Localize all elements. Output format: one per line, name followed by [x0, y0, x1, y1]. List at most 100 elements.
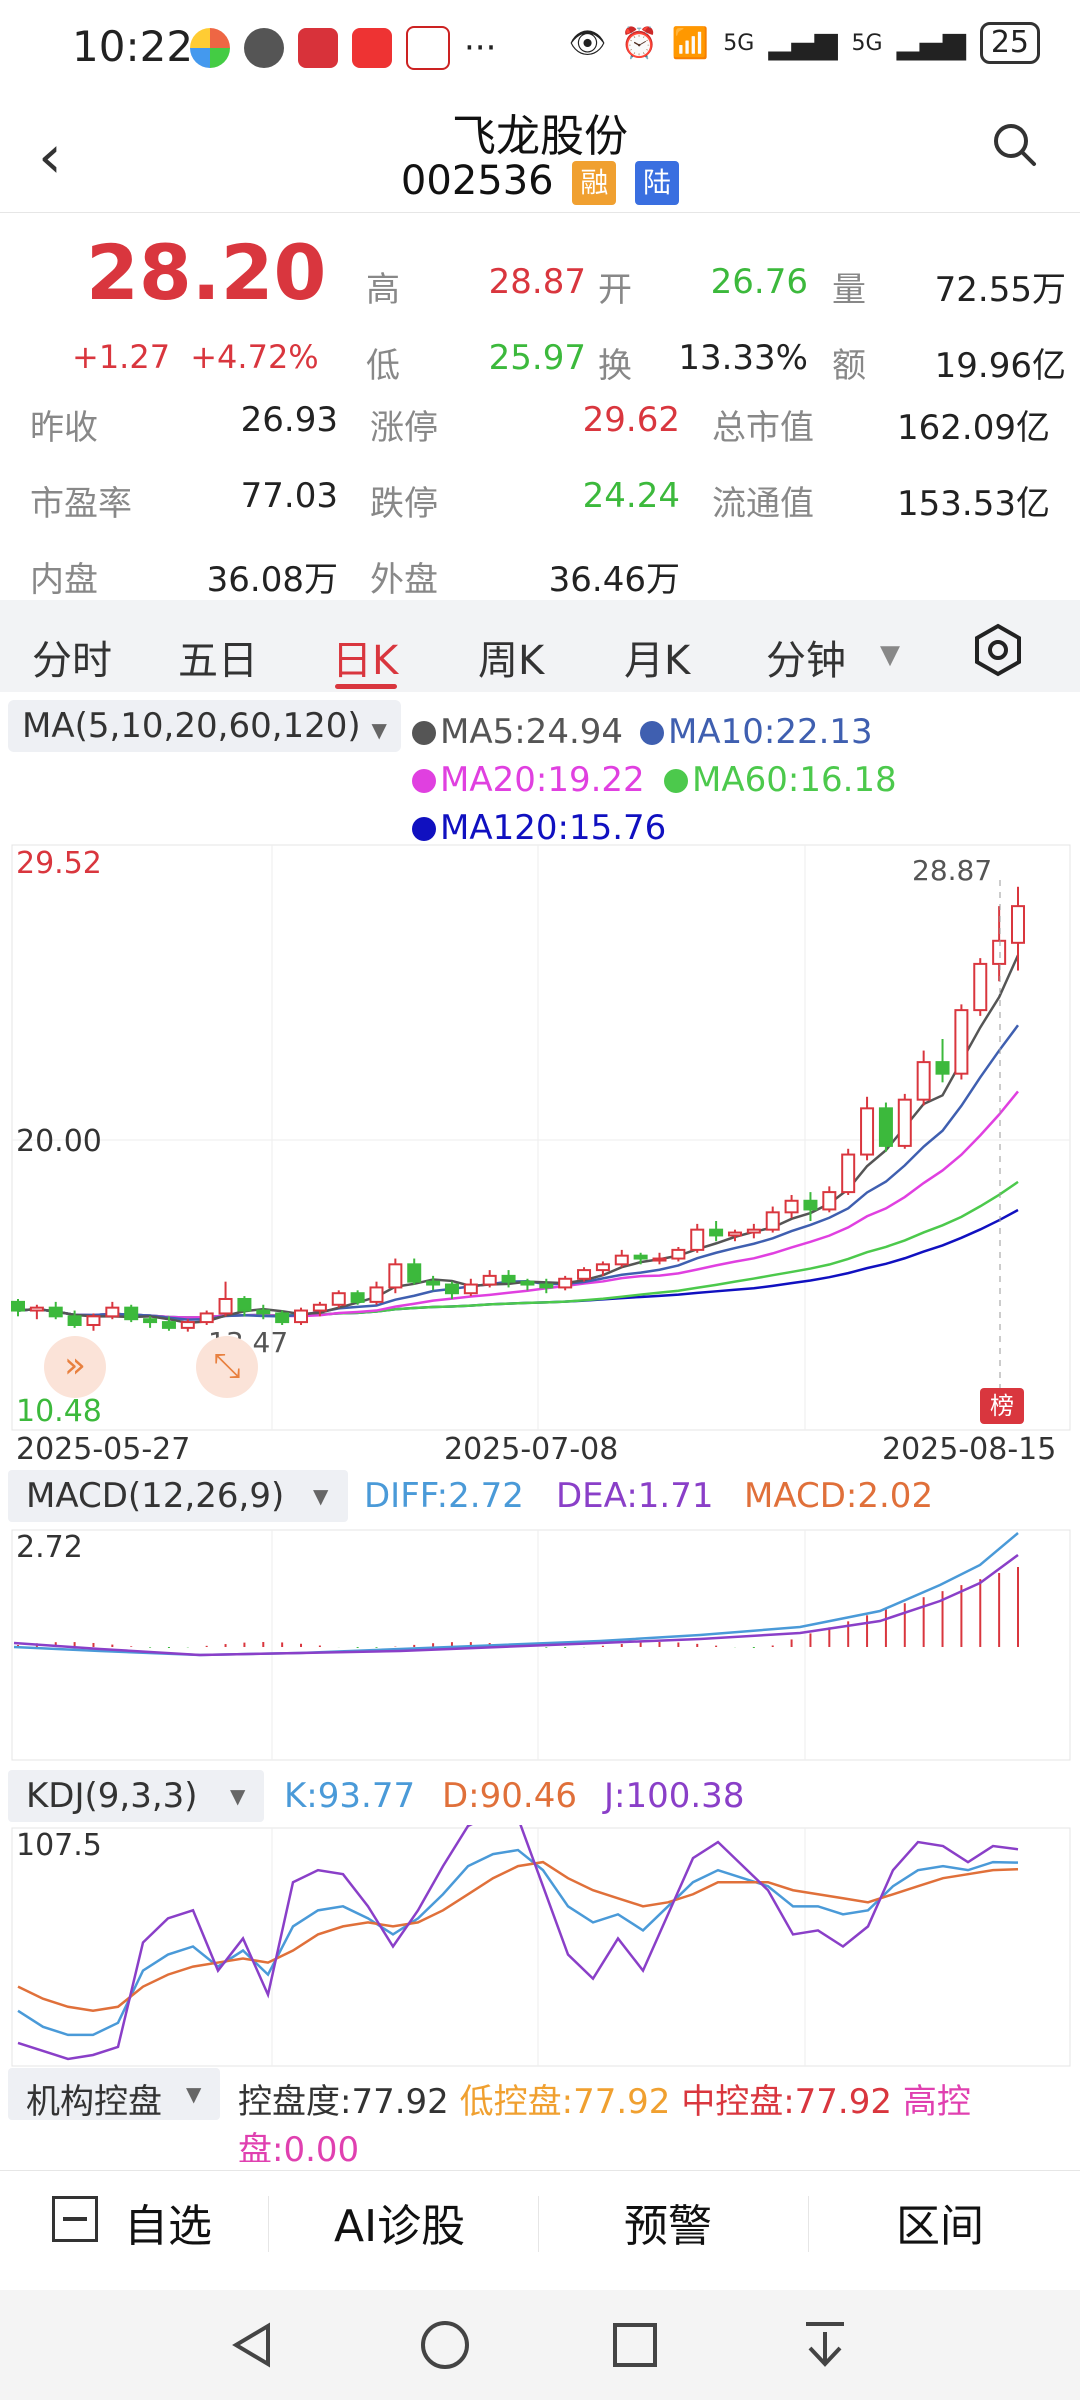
candle — [67, 1315, 82, 1326]
price-change: +1.27 +4.72% — [72, 338, 319, 376]
kline-high-marker: 28.87 — [912, 854, 993, 887]
candle — [29, 1306, 44, 1312]
quote-value: 26.76 — [710, 262, 808, 302]
system-nav-bar — [0, 2290, 1080, 2400]
ma-legend-item: MA10:22.13 — [640, 712, 873, 752]
candle — [161, 1321, 176, 1329]
quote-label: 昨收 — [30, 408, 98, 448]
candle — [577, 1269, 592, 1280]
quote-label: 流通值 — [712, 484, 814, 524]
nav-download-icon[interactable] — [800, 2318, 850, 2372]
macd-diff: DIFF:2.72 — [364, 1476, 524, 1516]
ma-legend-label: MA120:15.76 — [440, 808, 667, 848]
tab-0[interactable]: 分时 — [32, 638, 112, 684]
watchlist-icon[interactable] — [52, 2196, 98, 2242]
candle — [444, 1283, 459, 1295]
candle — [935, 1061, 950, 1075]
tab-dropdown-icon[interactable]: ▼ — [880, 640, 900, 670]
quote-value: 19.96亿 — [934, 346, 1066, 386]
kdj-chart[interactable] — [0, 1825, 1080, 2070]
tab-1[interactable]: 五日 — [178, 638, 258, 684]
chevron-down-icon: ▼ — [313, 1484, 329, 1508]
candle — [671, 1248, 686, 1260]
candle — [558, 1277, 573, 1289]
eye-icon: 👁 — [568, 25, 607, 61]
candle — [426, 1280, 441, 1286]
wechat-icon — [244, 28, 284, 68]
back-icon[interactable]: ‹ — [38, 122, 62, 192]
quote-value: 153.53亿 — [897, 484, 1050, 524]
control-mid: 中控盘:77.92 — [681, 2082, 893, 2122]
control-values: 控盘度:77.92 低控盘:77.92 中控盘:77.92 高控 — [238, 2074, 971, 2123]
kdj-d: D:90.46 — [442, 1776, 577, 1816]
expand-left-icon[interactable]: » — [44, 1336, 106, 1398]
nav-back-icon[interactable] — [228, 2320, 278, 2370]
kline-chart[interactable] — [0, 840, 1080, 1455]
kline-ymin: 10.48 — [16, 1394, 102, 1429]
search-icon[interactable] — [990, 120, 1040, 174]
candle — [520, 1280, 535, 1286]
app-icon — [298, 28, 338, 68]
control-high-cont: 盘:0.00 — [238, 2130, 360, 2162]
alert-button[interactable]: 预警 — [624, 2201, 712, 2252]
connect-badge: 陆 — [635, 161, 680, 205]
status-bar: 10:22 ··· 👁 ⏰ 📶 5G ▂▄▆ 5G ▂▄▆ 25 — [0, 0, 1080, 100]
ma-legend-label: MA20:19.22 — [440, 760, 645, 800]
candle — [11, 1300, 25, 1312]
kdj-k: K:93.77 — [284, 1776, 416, 1816]
candle — [709, 1228, 724, 1237]
candle — [312, 1303, 327, 1312]
quote-label: 内盘 — [30, 560, 98, 600]
legend-dot-icon — [412, 769, 436, 793]
candle — [841, 1153, 856, 1194]
stock-code-row: 002536 融 陆 — [0, 158, 1080, 205]
tab-2[interactable]: 日K — [332, 638, 399, 684]
quote-label: 开 — [598, 270, 632, 310]
candle — [897, 1098, 912, 1147]
alarm-icon: ⏰ — [620, 25, 658, 61]
ai-diagnose-button[interactable]: AI诊股 — [334, 2201, 466, 2252]
candle — [143, 1318, 158, 1324]
dea-line — [13, 1553, 1019, 1657]
ma-selector[interactable]: MA(5,10,20,60,120) ▼ — [8, 700, 401, 752]
nav-recents-icon[interactable] — [610, 2320, 660, 2370]
ma-selector-label: MA(5,10,20,60,120) — [22, 706, 361, 746]
candle — [803, 1199, 818, 1211]
status-app-icons: ··· — [190, 26, 496, 70]
kdj-selector[interactable]: KDJ(9,3,3) ▼ — [8, 1770, 264, 1822]
ma-legend-item: MA20:19.22 — [412, 760, 645, 800]
watchlist-button[interactable]: 自选 — [124, 2201, 212, 2252]
macd-chart[interactable] — [0, 1525, 1080, 1765]
ma-line — [17, 1024, 1020, 1321]
kline-date-end: 2025-08-15 — [882, 1432, 1057, 1467]
ma-line — [17, 1090, 1019, 1319]
kdj-selector-label: KDJ(9,3,3) — [26, 1776, 198, 1816]
candle — [595, 1263, 610, 1272]
range-button[interactable]: 区间 — [896, 2201, 984, 2252]
rank-tag[interactable]: 榜 — [980, 1388, 1024, 1424]
tab-5[interactable]: 分钟 — [766, 638, 846, 684]
macd-selector[interactable]: MACD(12,26,9) ▼ — [8, 1470, 348, 1522]
active-tab-indicator — [335, 684, 397, 689]
candle — [916, 1061, 931, 1101]
legend-dot-icon — [412, 817, 436, 841]
tab-3[interactable]: 周K — [478, 638, 545, 684]
status-time: 10:22 — [72, 22, 194, 71]
fullscreen-icon[interactable]: ⤡ — [196, 1336, 258, 1398]
candle — [784, 1199, 799, 1214]
control-high: 高控 — [902, 2082, 971, 2122]
settings-icon[interactable] — [970, 622, 1026, 682]
quote-value: 24.24 — [582, 476, 680, 516]
divider — [538, 2196, 539, 2252]
control-selector[interactable]: 机构控盘 ▼ — [8, 2068, 220, 2122]
candle — [48, 1306, 63, 1318]
quote-label: 跌停 — [370, 484, 438, 524]
nav-home-icon[interactable] — [418, 2318, 472, 2372]
legend-dot-icon — [412, 721, 436, 745]
macd-dea: DEA:1.71 — [556, 1476, 714, 1516]
stock-code: 002536 — [400, 158, 554, 204]
tab-4[interactable]: 月K — [624, 638, 691, 684]
chevron-down-icon: ▼ — [230, 1784, 246, 1808]
candle — [860, 1107, 875, 1156]
quote-value: 162.09亿 — [897, 408, 1050, 448]
